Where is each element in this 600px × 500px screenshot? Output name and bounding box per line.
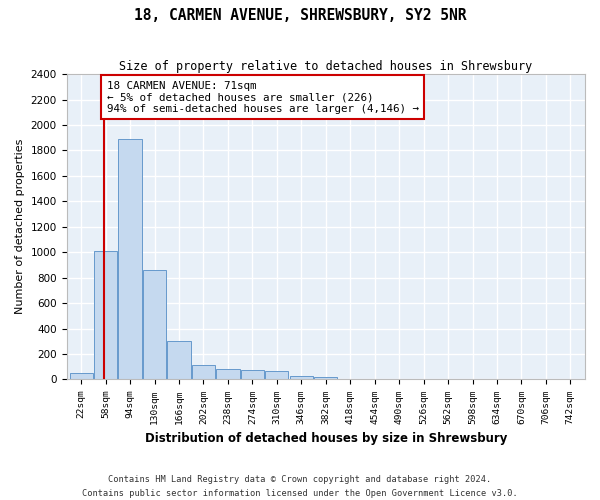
Bar — [118, 139, 142, 380]
Text: 18 CARMEN AVENUE: 71sqm
← 5% of detached houses are smaller (226)
94% of semi-de: 18 CARMEN AVENUE: 71sqm ← 5% of detached… — [107, 80, 419, 114]
Bar — [290, 376, 313, 380]
Text: Contains HM Land Registry data © Crown copyright and database right 2024.
Contai: Contains HM Land Registry data © Crown c… — [82, 476, 518, 498]
Text: 18, CARMEN AVENUE, SHREWSBURY, SY2 5NR: 18, CARMEN AVENUE, SHREWSBURY, SY2 5NR — [134, 8, 466, 22]
Bar — [314, 377, 337, 380]
X-axis label: Distribution of detached houses by size in Shrewsbury: Distribution of detached houses by size … — [145, 432, 507, 445]
Bar — [217, 368, 239, 380]
Bar — [241, 370, 264, 380]
Bar — [265, 371, 289, 380]
Bar — [167, 342, 191, 380]
Y-axis label: Number of detached properties: Number of detached properties — [15, 139, 25, 314]
Bar — [143, 270, 166, 380]
Title: Size of property relative to detached houses in Shrewsbury: Size of property relative to detached ho… — [119, 60, 532, 73]
Bar — [70, 373, 93, 380]
Bar — [192, 366, 215, 380]
Bar — [94, 251, 117, 380]
